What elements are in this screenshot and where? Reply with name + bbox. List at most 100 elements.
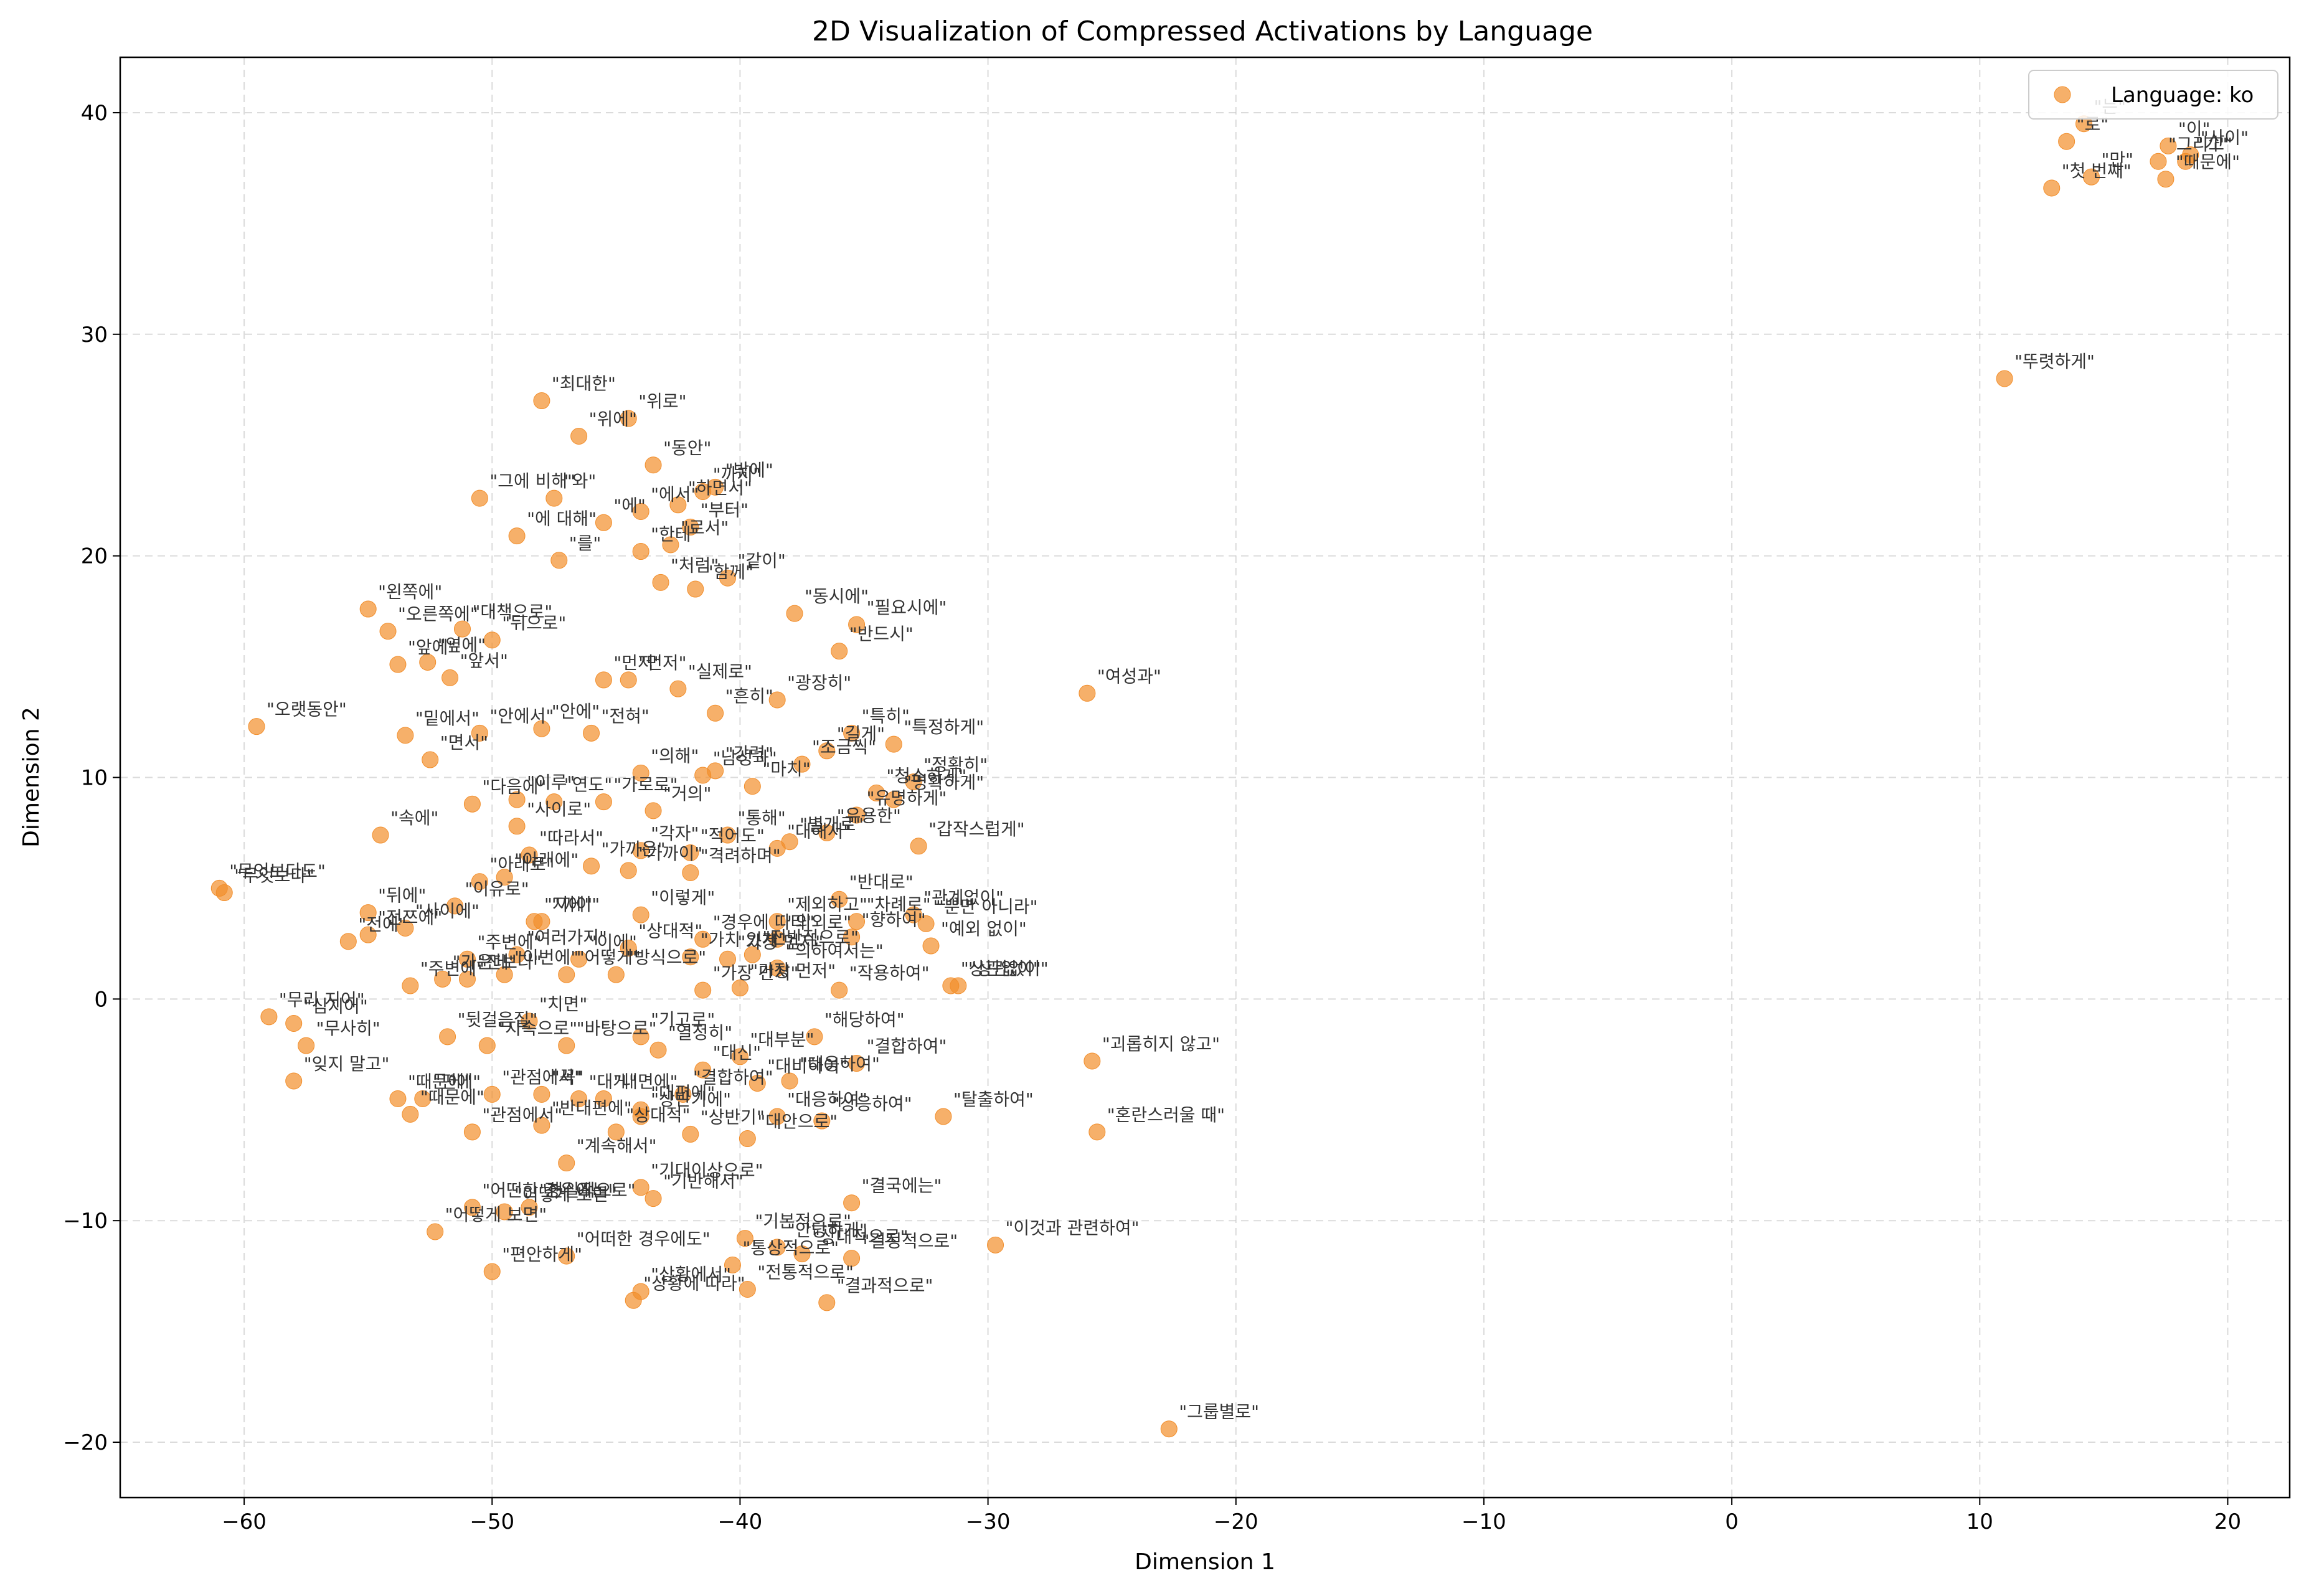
data-point <box>550 552 568 569</box>
data-point <box>818 742 836 760</box>
data-point <box>674 1085 692 1103</box>
point-label: "위에" <box>589 408 637 429</box>
data-point <box>533 720 550 737</box>
point-label: "까이" <box>552 894 600 915</box>
data-point <box>389 656 407 673</box>
point-label: "주변에" <box>420 958 484 979</box>
point-label: "꼭" <box>552 1067 584 1087</box>
data-point <box>744 778 761 795</box>
point-label: "치면" <box>539 994 587 1014</box>
point-label: "와" <box>564 471 597 491</box>
data-point <box>818 824 836 841</box>
data-point <box>724 1256 741 1273</box>
data-point <box>620 671 637 689</box>
data-point <box>483 1263 501 1280</box>
data-point <box>359 600 377 618</box>
data-point <box>694 981 712 999</box>
data-point <box>669 496 687 514</box>
data-point <box>533 392 550 410</box>
point-label: "처럼" <box>671 555 719 575</box>
point-label: "밑에서" <box>415 708 479 729</box>
point-label: "무엇보다도" <box>229 861 326 881</box>
point-label: "이렇게" <box>651 887 715 908</box>
data-point <box>458 970 476 988</box>
data-point <box>508 527 526 545</box>
data-point <box>215 884 233 902</box>
point-label: "대부분" <box>750 1029 814 1050</box>
data-point <box>583 857 600 875</box>
y-axis-label: Dimension 2 <box>19 707 44 848</box>
point-label: "면서" <box>440 732 488 753</box>
point-label: "의해" <box>651 745 699 766</box>
data-point <box>260 1008 278 1026</box>
point-label: "에 대해" <box>527 509 597 529</box>
data-point <box>652 574 669 591</box>
point-label: "실제로" <box>688 661 752 682</box>
x-axis-label: Dimension 1 <box>1135 1549 1275 1575</box>
data-point <box>1079 684 1096 702</box>
data-point <box>739 1130 756 1148</box>
point-label: "가까운" <box>602 839 666 859</box>
data-point <box>813 1112 831 1130</box>
point-label: "대응하여" <box>800 1054 880 1074</box>
point-label: "이" <box>2178 118 2211 139</box>
legend-label: Language: ko <box>2111 83 2254 108</box>
point-label: "뿐만 아니라" <box>936 896 1037 917</box>
point-label: "반드시" <box>849 624 914 645</box>
data-point <box>922 937 940 955</box>
data-point <box>744 946 761 963</box>
data-point <box>682 864 699 882</box>
point-label: "길게" <box>837 724 885 744</box>
point-label: "앞서" <box>460 650 508 671</box>
data-point <box>453 620 471 638</box>
data-point <box>379 623 397 640</box>
point-label: "작용하여" <box>849 963 930 983</box>
plot-frame <box>119 56 2291 1499</box>
data-point <box>570 427 588 445</box>
data-point <box>441 669 459 686</box>
data-point <box>719 826 737 844</box>
data-point <box>848 1055 866 1072</box>
data-point <box>620 410 637 427</box>
data-point <box>632 503 649 520</box>
point-label: "유용한" <box>837 805 901 826</box>
point-label: "지속으로" <box>497 1018 577 1039</box>
point-label: "앞에" <box>408 637 456 658</box>
point-label: "대응하여" <box>787 1089 867 1110</box>
y-tick-label: 30 <box>81 323 108 347</box>
point-label: "예외 없이" <box>941 918 1027 939</box>
data-point <box>1996 370 2013 387</box>
point-label: "여러가지" <box>527 927 607 948</box>
data-point <box>781 1072 798 1090</box>
point-label: "부터" <box>701 499 748 520</box>
point-label: "따라서" <box>539 828 603 848</box>
data-point <box>463 1199 481 1216</box>
point-label: "어떻게" <box>577 947 641 968</box>
data-point <box>2043 179 2061 197</box>
data-point <box>843 1250 861 1267</box>
data-point <box>736 1230 753 1247</box>
data-point <box>533 1117 550 1134</box>
point-label: "편안하게" <box>502 1244 582 1265</box>
point-label: "뒤에" <box>378 885 426 906</box>
point-label: "결합하여" <box>693 1067 773 1087</box>
data-point <box>397 727 414 744</box>
point-label: "조금씩" <box>812 737 876 757</box>
data-point <box>372 826 389 844</box>
point-label: "이루" <box>527 772 575 793</box>
data-point <box>508 791 526 808</box>
x-tick-label: −60 <box>222 1509 267 1534</box>
point-label: "아래에" <box>514 850 578 871</box>
data-point <box>1160 1420 1178 1438</box>
data-point <box>768 1108 786 1125</box>
data-point <box>662 536 679 554</box>
point-label: "안에" <box>552 701 600 722</box>
data-point <box>545 489 563 507</box>
data-point <box>545 793 563 811</box>
data-point <box>2157 171 2174 188</box>
data-point <box>905 906 922 923</box>
point-label: "상황에 따라" <box>643 1273 745 1293</box>
data-point <box>768 691 786 709</box>
data-point <box>848 806 866 824</box>
data-point <box>458 950 476 968</box>
